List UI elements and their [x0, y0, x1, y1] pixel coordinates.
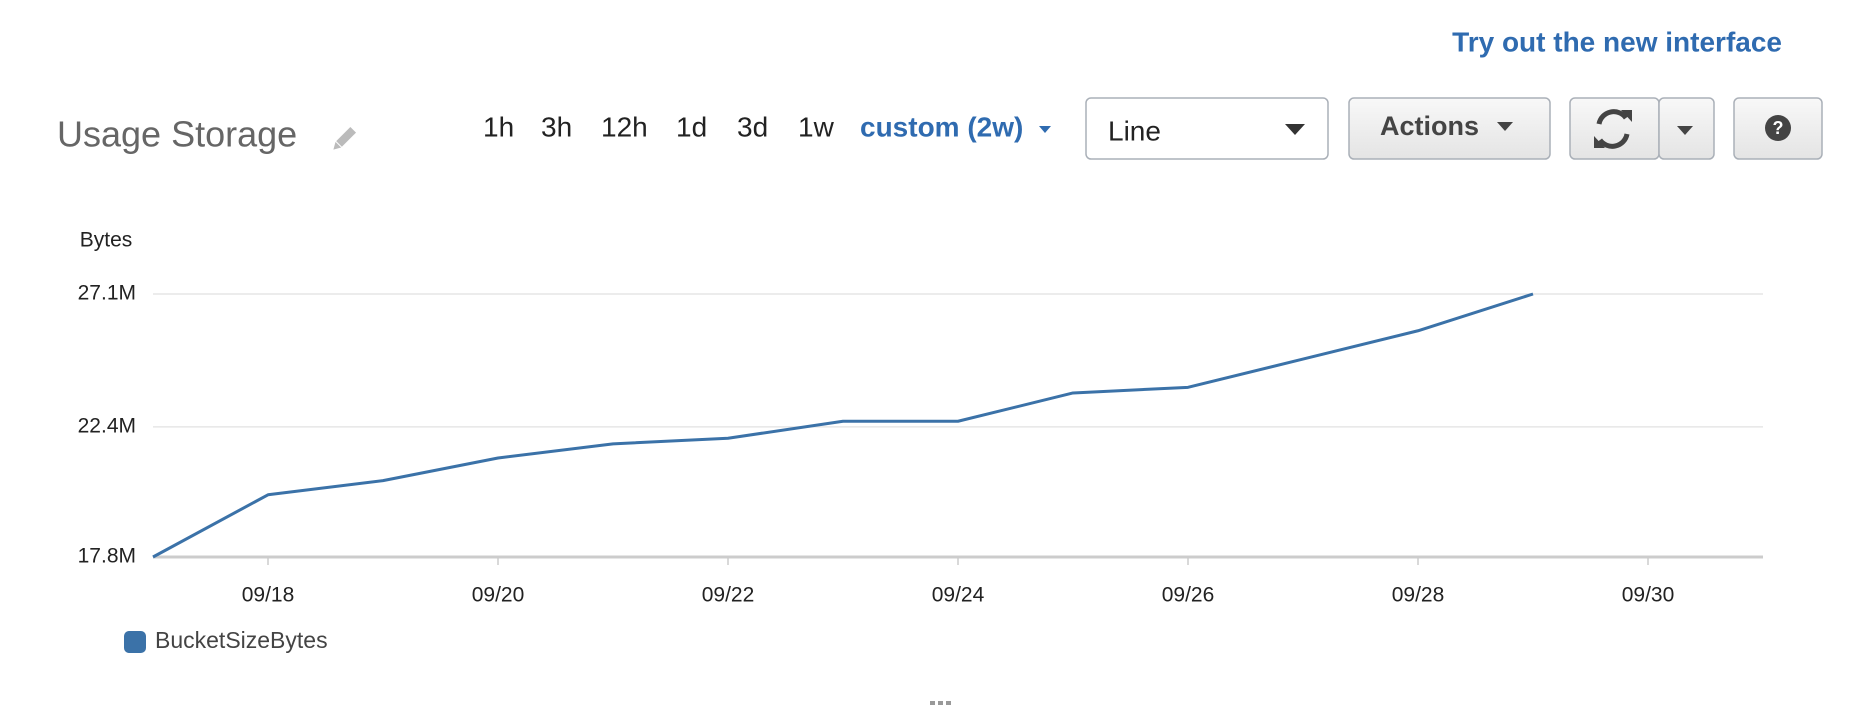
- y-tick-label: 27.1M: [78, 282, 136, 305]
- period-option[interactable]: 1h: [483, 111, 514, 142]
- period-option[interactable]: 1d: [676, 111, 707, 142]
- x-tick-label: 09/24: [932, 584, 985, 607]
- widget-title: Usage Storage: [57, 114, 297, 155]
- refresh-dropdown[interactable]: [1658, 97, 1715, 160]
- view-select[interactable]: Line: [1085, 97, 1329, 160]
- help-button[interactable]: ?: [1733, 97, 1823, 160]
- period-option[interactable]: 1w: [798, 111, 835, 142]
- view-select-value: Line: [1108, 115, 1161, 146]
- legend-label: BucketSizeBytes: [155, 627, 328, 653]
- custom-period[interactable]: custom (2w): [860, 111, 1023, 142]
- period-option[interactable]: 3h: [541, 111, 572, 142]
- edit-icon[interactable]: [331, 126, 357, 152]
- period-caret[interactable]: [1039, 126, 1051, 133]
- chart: 17.8M 22.4M 27.1M 09/18 09/20 09/22 09/24 09/26…: [78, 282, 1763, 653]
- y-tick-label: 22.4M: [78, 414, 136, 437]
- data-line: [152, 292, 1534, 559]
- legend-swatch: [124, 631, 146, 653]
- y-tick-label: 17.8M: [78, 545, 136, 568]
- actions-button[interactable]: Actions: [1348, 97, 1551, 160]
- refresh-button[interactable]: [1569, 97, 1660, 160]
- x-tick-label: 09/20: [472, 584, 525, 607]
- actions-label: Actions: [1380, 111, 1479, 141]
- period-option[interactable]: 12h: [601, 111, 648, 142]
- x-tick-label: 09/22: [702, 584, 755, 607]
- new-interface-link[interactable]: Try out the new interface: [1452, 26, 1782, 57]
- x-tick-label: 09/30: [1622, 584, 1675, 607]
- x-tick-label: 09/26: [1162, 584, 1215, 607]
- x-tick-label: 09/18: [242, 584, 295, 607]
- x-tick-label: 09/28: [1392, 584, 1445, 607]
- period-option[interactable]: 3d: [737, 111, 768, 142]
- svg-text:?: ?: [1773, 118, 1784, 138]
- y-axis-label: Bytes: [80, 229, 133, 252]
- resize-handle: [930, 701, 951, 705]
